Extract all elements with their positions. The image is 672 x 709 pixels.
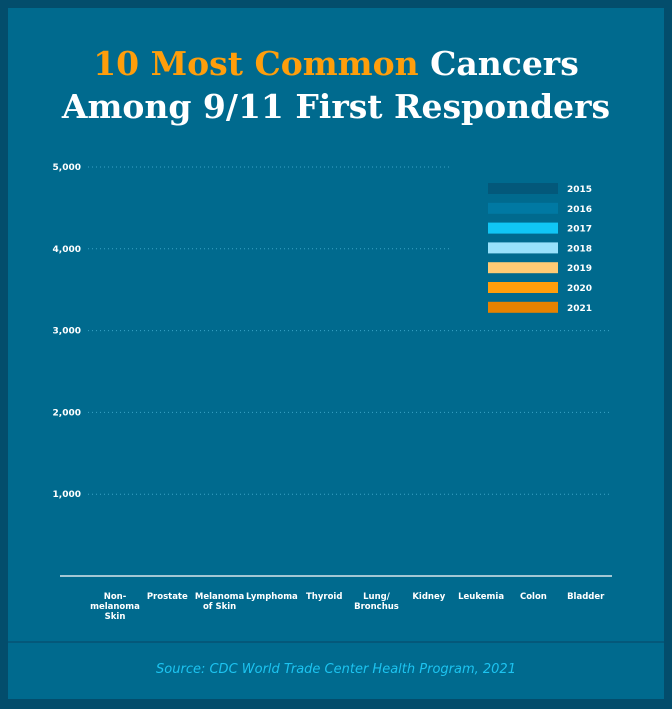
y-tick-label: 2,000 (53, 408, 81, 418)
x-tick-label: Kidney (412, 592, 445, 602)
legend-swatch-2019 (488, 262, 558, 274)
legend-label-2017: 2017 (567, 225, 592, 235)
legend-swatch-2016 (488, 202, 558, 214)
y-tick-label: 4,000 (53, 245, 81, 255)
footer-divider (8, 641, 664, 643)
legend-label-2019: 2019 (567, 264, 592, 274)
chart-title: 10 Most Common Cancers Among 9/11 First … (0, 42, 672, 128)
legend-label-2015: 2015 (567, 185, 592, 195)
x-tick-label: Lung/Bronchus (354, 592, 399, 612)
title-highlight: 10 Most Common (93, 44, 419, 83)
legend-swatch-2018 (488, 242, 558, 254)
y-tick-label: 5,000 (53, 163, 81, 173)
legend-label-2018: 2018 (567, 244, 592, 254)
x-tick-label: Colon (520, 592, 547, 602)
source-note: Source: CDC World Trade Center Health Pr… (156, 662, 516, 677)
x-tick-label: Leukemia (458, 592, 504, 602)
legend-swatch-2020 (488, 282, 558, 293)
y-tick-label: 1,000 (53, 490, 81, 500)
legend-label-2020: 2020 (567, 284, 592, 294)
title-rest: Cancers (418, 44, 579, 83)
y-tick-label: 3,000 (53, 327, 81, 337)
x-tick-label: Bladder (567, 592, 605, 602)
legend-label-2021: 2021 (567, 304, 592, 314)
x-tick-label: Lymphoma (246, 592, 298, 602)
x-tick-label: Non-melanoma Skin (90, 592, 140, 622)
legend-swatch-2017 (488, 222, 558, 234)
x-tick-label: Thyroid (306, 592, 342, 602)
x-tick-label: Prostate (147, 592, 188, 602)
legend-swatch-2021 (488, 301, 558, 313)
x-tick-label: Melanoma of Skin (195, 592, 245, 612)
chart-card (8, 8, 664, 699)
legend-swatch-2015 (488, 183, 558, 194)
title-line2: Among 9/11 First Responders (61, 87, 611, 126)
legend-label-2016: 2016 (567, 205, 592, 215)
